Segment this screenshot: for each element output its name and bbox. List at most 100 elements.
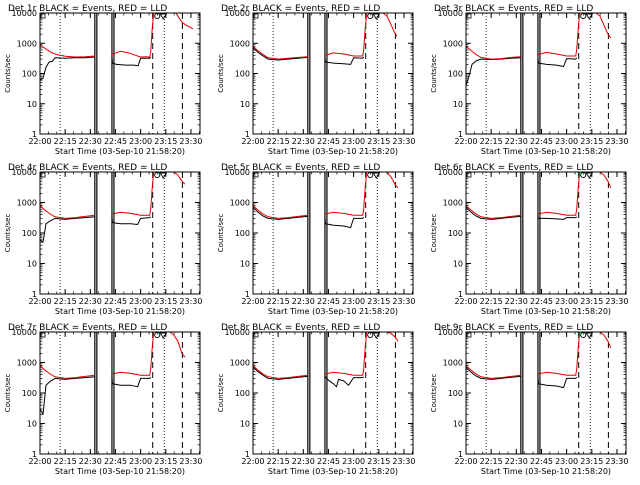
x-tick-label: 23:30 [605, 457, 628, 466]
x-tick-label: 22:00 [28, 457, 51, 466]
plot-frame [465, 12, 627, 135]
x-tick-label: 23:00 [129, 457, 152, 466]
lld-line-seg-1 [252, 205, 308, 219]
triangle-symbol [159, 13, 168, 20]
y-tick-label: 1 [245, 130, 250, 139]
y-tick-label: 10000 [12, 168, 37, 177]
lld-line-seg-3 [169, 12, 194, 30]
corner-marker [253, 172, 259, 178]
y-tick-label: 1 [245, 290, 250, 299]
x-tick-label: 22:15 [480, 297, 503, 306]
x-tick-label: 22:45 [530, 457, 553, 466]
detector-panel-5: Det 5r BLACK = Events, RED = LLD Counts/s… [217, 163, 415, 316]
x-tick-label: 23:15 [367, 137, 390, 146]
y-tick-label: 1000 [17, 39, 37, 48]
events-line-seg-1 [252, 366, 308, 380]
y-tick-label: 10 [453, 420, 463, 429]
y-axis-label: Counts/sec [217, 374, 225, 413]
y-axis-label: Counts/sec [430, 374, 438, 413]
x-tick-label: 23:00 [342, 137, 365, 146]
x-tick-label: 22:00 [28, 297, 51, 306]
y-tick-label: 10000 [225, 168, 250, 177]
panel-title: Det 5r BLACK = Events, RED = LLD [221, 163, 380, 173]
y-tick-label: 100 [22, 229, 37, 238]
y-tick-label: 10000 [12, 328, 37, 337]
y-tick-label: 10 [240, 420, 250, 429]
y-tick-label: 100 [235, 229, 250, 238]
y-tick-label: 10 [453, 260, 463, 269]
x-tick-label: 22:45 [104, 457, 127, 466]
x-tick-label: 22:15 [267, 457, 290, 466]
corner-marker [253, 13, 259, 19]
y-tick-label: 1 [32, 290, 37, 299]
lld-line-seg-2 [111, 331, 157, 376]
x-axis-label: Start Time (03-Sep-10 21:58:20) [55, 467, 185, 476]
y-tick-label: 10 [240, 100, 250, 109]
events-line-seg-1 [465, 366, 521, 380]
triangle-symbol [372, 172, 381, 179]
x-tick-label: 22:45 [530, 297, 553, 306]
detector-panel-4: Det 4r BLACK = Events, RED = LLD Counts/s… [4, 163, 202, 316]
plot-frame [252, 331, 414, 455]
triangle-symbol [159, 172, 168, 179]
plot-frame [39, 12, 201, 135]
events-line-seg-1 [39, 376, 95, 415]
y-tick-label: 100 [22, 389, 37, 398]
lld-line-seg-2 [537, 331, 583, 376]
y-axis-label: Counts/sec [217, 214, 225, 253]
y-axis-label: Counts/sec [4, 374, 12, 413]
x-tick-label: 23:00 [342, 457, 365, 466]
events-line-seg-2 [324, 376, 365, 388]
x-tick-label: 22:30 [505, 297, 528, 306]
y-tick-label: 1000 [230, 199, 250, 208]
plot-frame [39, 331, 201, 455]
x-tick-label: 23:15 [154, 137, 177, 146]
detector-panel-2: Det 2r BLACK = Events, RED = LLD Counts/s… [217, 4, 415, 156]
x-tick-label: 23:00 [129, 297, 152, 306]
corner-marker [40, 172, 46, 178]
y-axis-label: Counts/sec [4, 214, 12, 253]
lld-line-seg-1 [39, 205, 95, 219]
events-line-seg-2 [537, 376, 578, 389]
events-line-seg-2 [324, 216, 365, 229]
x-axis-label: Start Time (03-Sep-10 21:58:20) [268, 467, 398, 476]
lld-line-seg-3 [595, 12, 612, 39]
x-tick-label: 23:30 [179, 297, 202, 306]
y-tick-label: 100 [448, 389, 463, 398]
x-tick-label: 23:15 [580, 457, 603, 466]
x-axis-label: Start Time (03-Sep-10 21:58:20) [481, 147, 611, 156]
corner-marker [466, 13, 472, 19]
triangle-symbol [372, 13, 381, 20]
y-tick-label: 1 [32, 450, 37, 459]
x-tick-label: 22:30 [292, 457, 315, 466]
lld-line-seg-1 [39, 365, 95, 379]
lld-line-seg-3 [382, 12, 398, 37]
corner-marker [466, 332, 472, 338]
x-tick-label: 22:00 [28, 137, 51, 146]
plot-frame [465, 331, 627, 455]
x-tick-label: 23:30 [179, 457, 202, 466]
x-tick-label: 23:00 [555, 137, 578, 146]
detector-panel-7: Det 7r BLACK = Events, RED = LLD Counts/s… [4, 323, 202, 476]
lld-line-seg-2 [111, 12, 157, 58]
panel-title: Det 8r BLACK = Events, RED = LLD [221, 323, 380, 333]
plot-frame [252, 12, 414, 135]
detector-panel-1: Det 1r BLACK = Events, RED = LLD Counts/s… [4, 4, 202, 156]
corner-marker [40, 13, 46, 19]
panel-title: Det 2r BLACK = Events, RED = LLD [221, 4, 380, 14]
triangle-symbol [372, 332, 381, 339]
plot-frame [465, 171, 627, 295]
y-tick-label: 1000 [443, 199, 463, 208]
x-tick-label: 22:15 [267, 137, 290, 146]
y-tick-label: 100 [22, 70, 37, 79]
x-tick-label: 22:30 [79, 457, 102, 466]
x-tick-label: 22:45 [317, 457, 340, 466]
x-tick-label: 22:00 [241, 297, 264, 306]
x-tick-label: 23:15 [580, 297, 603, 306]
x-tick-label: 23:15 [154, 457, 177, 466]
detector-panel-9: Det 9r BLACK = Events, RED = LLD Counts/s… [430, 323, 628, 476]
x-tick-label: 23:30 [605, 137, 628, 146]
x-tick-label: 22:15 [267, 297, 290, 306]
y-tick-label: 100 [235, 70, 250, 79]
x-tick-label: 23:00 [129, 137, 152, 146]
